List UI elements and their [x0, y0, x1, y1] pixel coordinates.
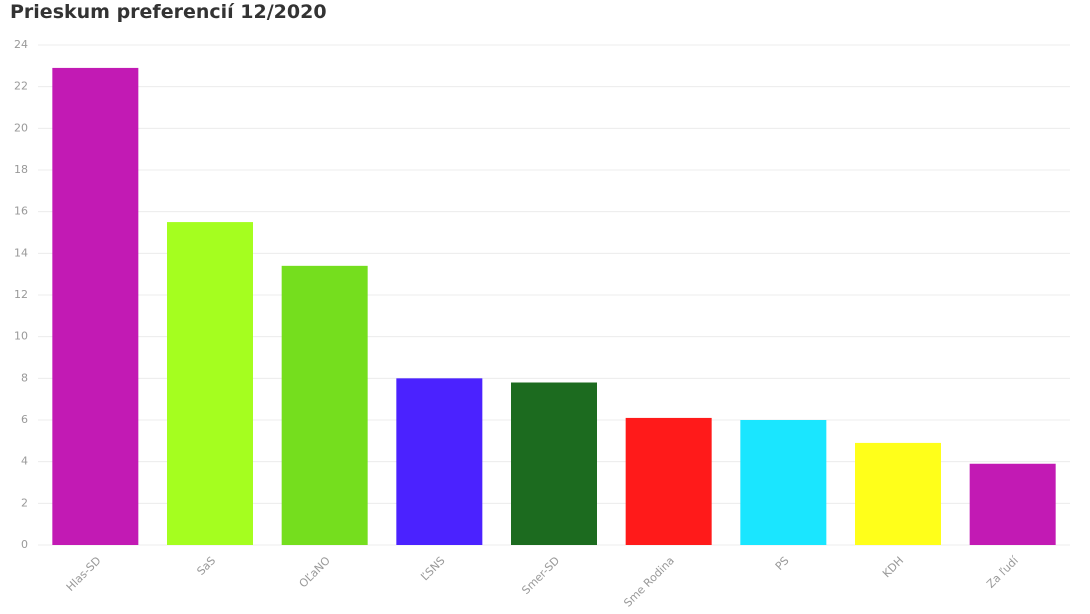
y-tick-label: 12 [14, 288, 28, 301]
y-tick-label: 24 [14, 38, 28, 51]
bar [511, 382, 597, 545]
x-tick-label: OĽaNO [297, 554, 334, 591]
bar [969, 463, 1056, 545]
x-tick-label: Hlas-SD [64, 554, 104, 594]
bar [855, 442, 941, 545]
x-tick-label: PS [773, 554, 792, 573]
y-tick-label: 0 [21, 538, 28, 551]
x-tick-label: Smer-SD [519, 554, 562, 597]
x-tick-label: Sme Rodina [621, 554, 677, 610]
y-tick-label: 2 [21, 496, 28, 509]
bar [52, 67, 139, 546]
y-tick-label: 16 [14, 205, 28, 218]
bar [281, 265, 368, 545]
y-tick-label: 4 [21, 455, 28, 468]
x-tick-label: SaS [194, 554, 218, 578]
bar [740, 420, 827, 545]
y-tick-label: 8 [21, 371, 28, 384]
bar [167, 222, 253, 546]
y-tick-label: 22 [14, 80, 28, 93]
x-tick-label: Za ľudí [984, 553, 1021, 590]
y-tick-label: 18 [14, 163, 28, 176]
y-tick-label: 10 [14, 330, 28, 343]
y-tick-label: 14 [14, 246, 28, 259]
x-tick-label: ĽSNS [418, 554, 447, 583]
chart-title: Prieskum preferencií 12/2020 [10, 1, 327, 23]
x-tick-label: KDH [880, 554, 906, 580]
bar [625, 417, 712, 545]
bar [396, 378, 483, 545]
y-tick-label: 6 [21, 413, 28, 426]
y-tick-label: 20 [14, 121, 28, 134]
